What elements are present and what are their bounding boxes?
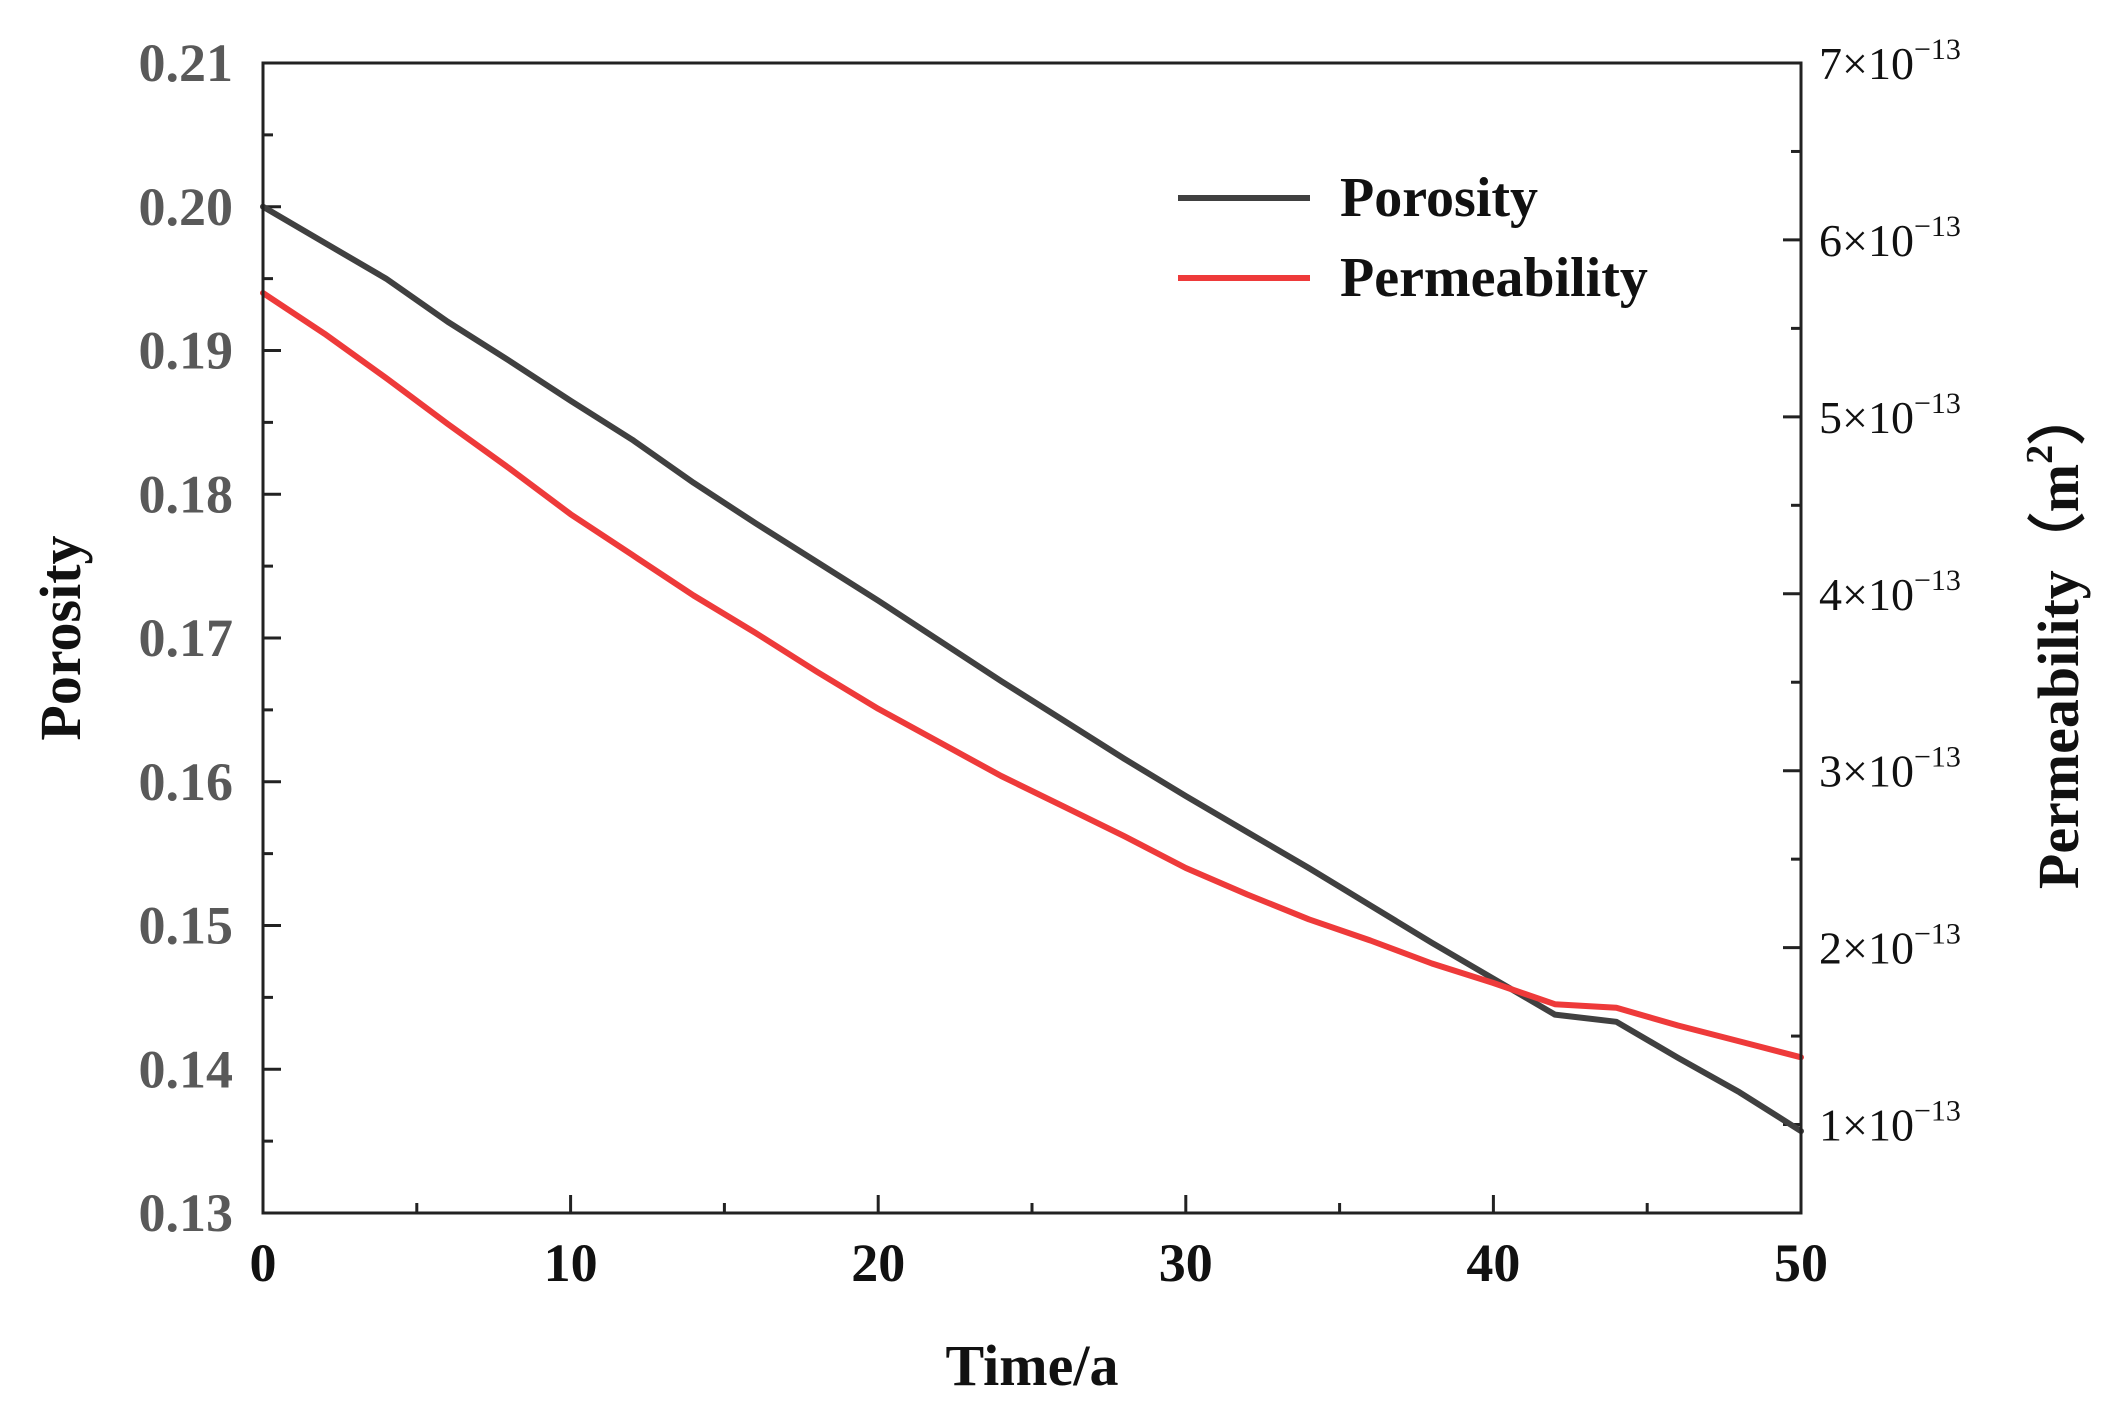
y-right-tick-label: 2×10−13 (1819, 918, 1961, 974)
legend-label-porosity: Porosity (1340, 167, 1538, 229)
tick-labels: 0 10 20 30 40 50 0.13 0.14 0.15 0.16 0.17 0.18 0.19 0… (139, 33, 1961, 1293)
plot-frame (261, 61, 1803, 1215)
y-right-tick-label: 3×10−13 (1819, 741, 1961, 797)
y-left-tick-label: 0.20 (139, 177, 234, 237)
x-tick-label: 30 (1159, 1233, 1213, 1293)
y-left-tick-label: 0.21 (139, 33, 234, 93)
x-tick-label: 10 (544, 1233, 598, 1293)
x-axis-title: Time/a (946, 1333, 1119, 1398)
x-tick-label: 50 (1774, 1233, 1828, 1293)
y-left-tick-label: 0.19 (139, 321, 234, 381)
y-left-tick-label: 0.16 (139, 752, 234, 812)
y-right-tick-label: 6×10−13 (1819, 210, 1961, 266)
x-tick-label: 0 (250, 1233, 277, 1293)
y-left-tick-label: 0.14 (139, 1039, 234, 1099)
y-right-tick-label: 7×10−13 (1819, 33, 1961, 89)
y-left-tick-label: 0.18 (139, 464, 234, 524)
series-line-permeability (260, 290, 1804, 1061)
y-left-tick-label: 0.15 (139, 896, 234, 956)
legend-label-permeability: Permeability (1340, 247, 1648, 309)
y-left-tick-label: 0.17 (139, 608, 234, 668)
legend: Porosity Permeability (1178, 167, 1648, 309)
tick-marks (261, 61, 1803, 1215)
y-right-tick-label: 1×10−13 (1819, 1095, 1961, 1151)
y-left-tick-label: 0.13 (139, 1183, 234, 1243)
y-right-tick-label: 4×10−13 (1819, 564, 1961, 620)
y-right-tick-label: 5×10−13 (1819, 387, 1961, 443)
series-lines (260, 203, 1804, 1135)
x-tick-label: 20 (851, 1233, 905, 1293)
series-line-porosity (260, 203, 1804, 1135)
x-tick-label: 40 (1466, 1233, 1520, 1293)
y-left-axis-title: Porosity (28, 535, 93, 740)
y-right-axis-title: Permeability（m2） (2019, 387, 2091, 889)
